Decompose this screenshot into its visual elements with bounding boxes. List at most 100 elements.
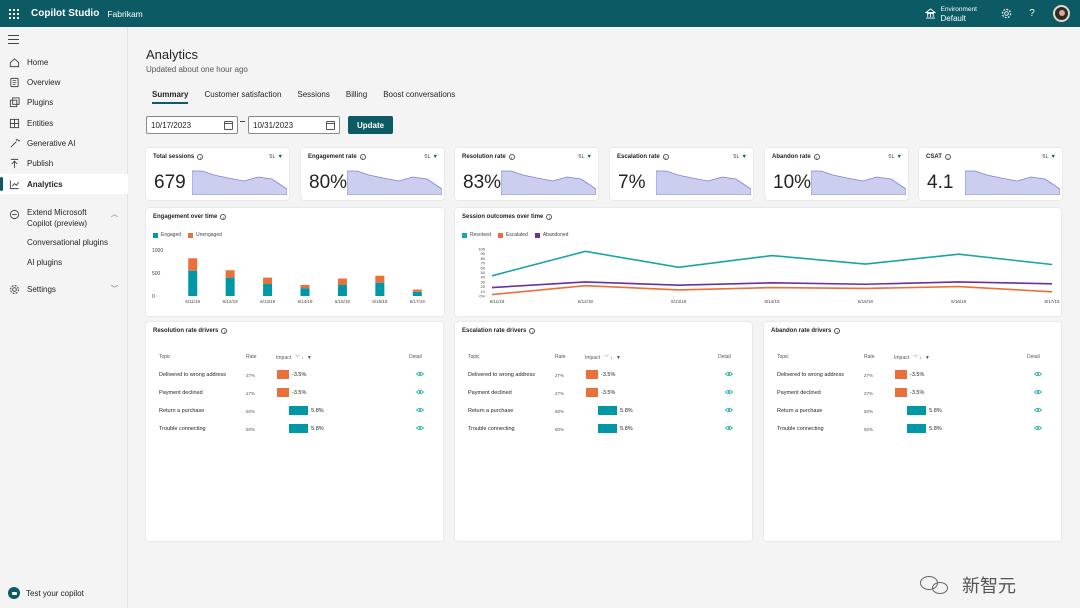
sidebar-item-plugins[interactable]: Plugins: [0, 92, 128, 112]
legend-item-engaged[interactable]: Engaged: [153, 232, 181, 238]
view-detail-icon[interactable]: [1034, 389, 1042, 395]
info-icon[interactable]: i: [662, 154, 669, 160]
kpi-range-dropdown[interactable]: 5L ▼: [733, 154, 747, 160]
column-header-impact[interactable]: Impact ﹀ ↓ ▼: [276, 354, 312, 361]
sidebar-item-home[interactable]: Home: [0, 52, 128, 72]
table-row[interactable]: Trouble connecting 50% 5.8%: [455, 420, 752, 438]
column-header-rate: Rate: [246, 354, 257, 360]
driver-rate: 27%: [555, 373, 565, 378]
view-detail-icon[interactable]: [416, 425, 424, 431]
column-header-impact[interactable]: Impact ﹀ ↓ ▼: [585, 354, 621, 361]
sidebar-item-overview[interactable]: Overview: [0, 72, 128, 92]
column-header-topic: Topic: [777, 354, 789, 360]
legend-item-resolved[interactable]: Resolved: [462, 232, 491, 238]
table-row[interactable]: Payment declined 27% -3.5%: [764, 384, 1061, 402]
y-tick-label: 500: [152, 271, 161, 277]
view-detail-icon[interactable]: [416, 371, 424, 377]
sidebar-item-settings[interactable]: Settings ﹀: [0, 279, 128, 299]
column-header-impact[interactable]: Impact ﹀ ↓ ▼: [894, 354, 930, 361]
help-button[interactable]: ?: [1025, 7, 1039, 21]
view-detail-icon[interactable]: [725, 425, 733, 431]
sidebar-item-entities[interactable]: Entities: [0, 113, 128, 133]
bar-engaged: [225, 277, 235, 296]
legend-item-abandoned[interactable]: Abandoned: [534, 232, 568, 238]
sort-icon[interactable]: ﹀ ↓: [604, 355, 613, 361]
table-row[interactable]: Payment declined 27% -3.5%: [146, 384, 443, 402]
update-button[interactable]: Update: [348, 116, 393, 134]
end-date-input[interactable]: 10/31/2023: [248, 116, 340, 134]
table-row[interactable]: Return a purchase 50% 5.8%: [146, 402, 443, 420]
avatar[interactable]: [1053, 5, 1070, 22]
test-copilot-button[interactable]: Test your copilot: [8, 587, 84, 599]
table-row[interactable]: Trouble connecting 50% 5.8%: [764, 420, 1061, 438]
table-row[interactable]: Payment declined 27% -3.5%: [455, 384, 752, 402]
tab-customer-satisfaction[interactable]: Customer satisfaction: [204, 90, 282, 99]
info-icon[interactable]: i: [546, 214, 553, 220]
info-icon[interactable]: i: [359, 154, 366, 160]
sidebar-item-ai-plugins[interactable]: AI plugins: [27, 258, 63, 267]
legend-item-unengaged[interactable]: Unengaged: [188, 232, 222, 238]
sort-icon[interactable]: ﹀ ↓: [295, 355, 304, 361]
kpi-card-0[interactable]: Total sessions i 5L ▼ 679: [146, 148, 289, 200]
tab-billing[interactable]: Billing: [345, 90, 368, 99]
sidebar-item-generative-ai[interactable]: Generative AI: [0, 133, 128, 153]
tab-summary[interactable]: Summary: [146, 89, 194, 104]
info-icon[interactable]: i: [221, 328, 228, 334]
sidebar-item-extend-copilot[interactable]: Extend Microsoft Copilot (preview) ︿: [0, 207, 128, 233]
view-detail-icon[interactable]: [725, 407, 733, 413]
tab-boost-conversations[interactable]: Boost conversations: [383, 90, 456, 99]
table-row[interactable]: Delivered to wrong address 27% -3.5%: [455, 366, 752, 384]
view-detail-icon[interactable]: [1034, 407, 1042, 413]
tab-sessions[interactable]: Sessions: [297, 90, 330, 99]
info-icon[interactable]: i: [834, 328, 841, 334]
kpi-card-2[interactable]: Resolution rate i 5L ▼ 83%: [455, 148, 598, 200]
driver-topic: Delivered to wrong address: [777, 372, 844, 378]
top-bar: Copilot Studio Fabrikam Environment Defa…: [0, 0, 1080, 27]
filter-icon[interactable]: ▼: [615, 355, 621, 361]
view-detail-icon[interactable]: [1034, 425, 1042, 431]
view-detail-icon[interactable]: [1034, 371, 1042, 377]
view-detail-icon[interactable]: [416, 407, 424, 413]
kpi-card-1[interactable]: Engagement rate i 5L ▼ 80%: [301, 148, 444, 200]
kpi-card-5[interactable]: CSAT i 5L ▼ 4.1: [919, 148, 1062, 200]
kpi-card-4[interactable]: Abandon rate i 5L ▼ 10%: [765, 148, 908, 200]
filter-icon[interactable]: ▼: [306, 355, 312, 361]
view-detail-icon[interactable]: [725, 371, 733, 377]
start-date-input[interactable]: 10/17/2023: [146, 116, 238, 134]
table-row[interactable]: Delivered to wrong address 27% -3.5%: [146, 366, 443, 384]
view-detail-icon[interactable]: [725, 389, 733, 395]
sidebar-item-analytics[interactable]: Analytics: [0, 174, 128, 194]
settings-button[interactable]: [999, 7, 1013, 21]
kpi-range-dropdown[interactable]: 5L ▼: [1042, 154, 1056, 160]
kpi-card-3[interactable]: Escalation rate i 5L ▼ 7%: [610, 148, 753, 200]
filter-icon[interactable]: ▼: [924, 355, 930, 361]
app-name[interactable]: Copilot Studio: [31, 8, 100, 19]
overview-icon: [10, 77, 19, 87]
driver-impact: -3.5%: [910, 390, 925, 396]
view-detail-icon[interactable]: [416, 389, 424, 395]
table-row[interactable]: Delivered to wrong address 27% -3.5%: [764, 366, 1061, 384]
sort-icon[interactable]: ﹀ ↓: [913, 355, 922, 361]
info-icon[interactable]: i: [220, 214, 227, 220]
kpi-range-dropdown[interactable]: 5L ▼: [424, 154, 438, 160]
sidebar-item-publish[interactable]: Publish: [0, 153, 128, 173]
info-icon[interactable]: i: [813, 154, 820, 160]
table-row[interactable]: Trouble connecting 50% 5.8%: [146, 420, 443, 438]
kpi-range-dropdown[interactable]: 5L ▼: [578, 154, 592, 160]
calendar-icon[interactable]: [224, 121, 233, 130]
legend-item-escalated[interactable]: Escalated: [497, 232, 528, 238]
info-icon[interactable]: i: [529, 328, 536, 334]
info-icon[interactable]: i: [944, 154, 951, 160]
info-icon[interactable]: i: [508, 154, 515, 160]
hamburger-icon[interactable]: [8, 35, 19, 47]
table-row[interactable]: Return a purchase 50% 5.8%: [455, 402, 752, 420]
environment-picker[interactable]: Environment Default: [924, 5, 977, 23]
sidebar-item-conversational-plugins[interactable]: Conversational plugins: [27, 238, 108, 247]
app-launcher-button[interactable]: [0, 0, 27, 27]
info-icon[interactable]: i: [197, 154, 204, 160]
table-row[interactable]: Return a purchase 50% 5.8%: [764, 402, 1061, 420]
kpi-range-dropdown[interactable]: 5L ▼: [888, 154, 902, 160]
kpi-range-dropdown[interactable]: 5L ▼: [269, 154, 283, 160]
calendar-icon[interactable]: [326, 121, 335, 130]
sparkline-area: [811, 170, 906, 195]
